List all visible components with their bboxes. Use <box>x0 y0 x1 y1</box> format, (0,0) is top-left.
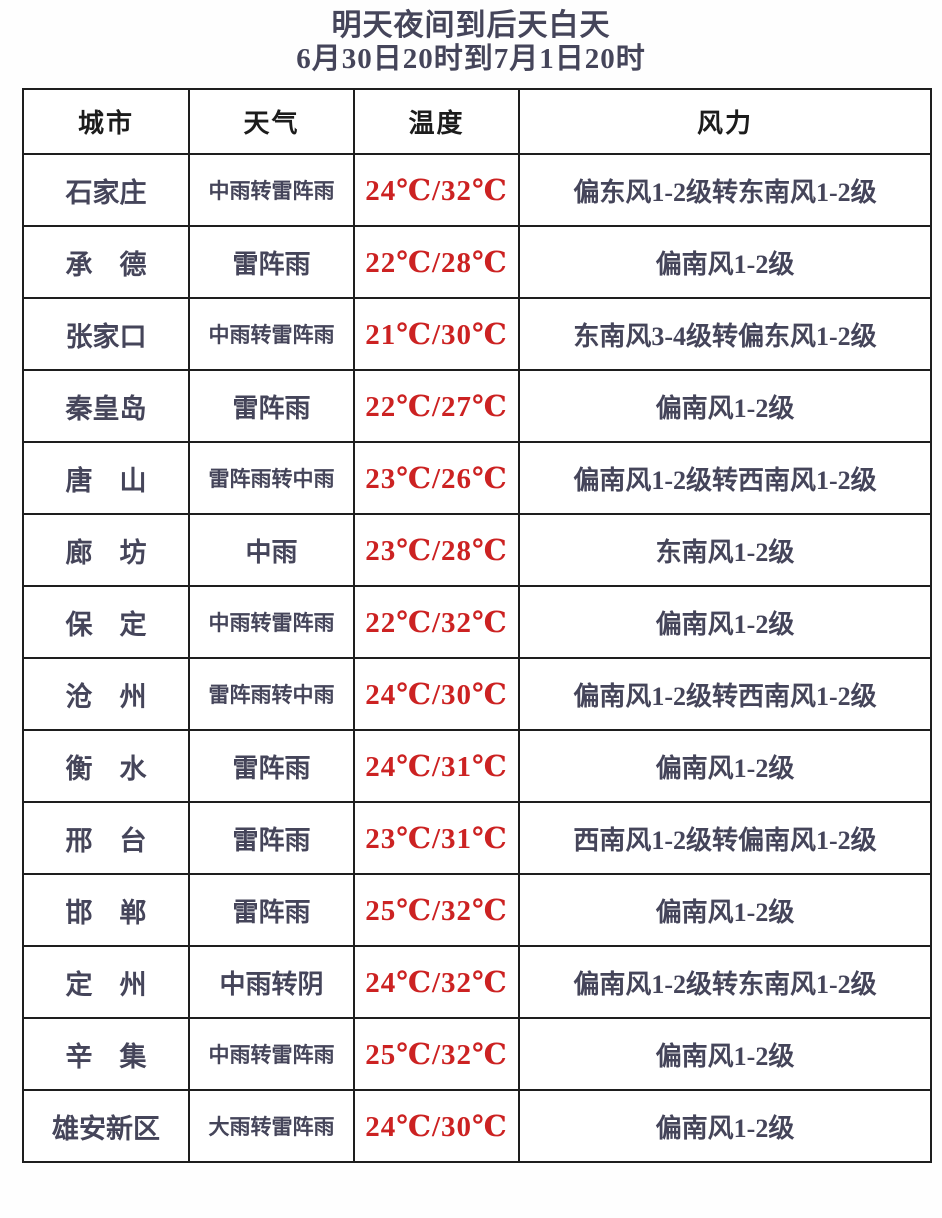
wind-cell: 偏南风1-2级转西南风1-2级 <box>518 657 932 731</box>
weather-cell: 雷阵雨 <box>188 873 355 947</box>
wind-cell: 偏南风1-2级 <box>518 1089 932 1163</box>
table-body: 石家庄 中雨转雷阵雨 24℃/32℃ 偏东风1-2级转东南风1-2级 承 德 雷… <box>22 153 932 1163</box>
header-wind: 风力 <box>518 88 932 155</box>
weather-cell: 中雨转阴 <box>188 945 355 1019</box>
table-row: 秦皇岛 雷阵雨 22℃/27℃ 偏南风1-2级 <box>22 369 932 443</box>
temperature-cell: 23℃/31℃ <box>353 801 520 875</box>
temperature-cell: 22℃/28℃ <box>353 225 520 299</box>
weather-cell: 雷阵雨转中雨 <box>188 441 355 515</box>
city-cell: 石家庄 <box>22 153 190 227</box>
city-cell: 廊 坊 <box>22 513 190 587</box>
table-row: 唐 山 雷阵雨转中雨 23℃/26℃ 偏南风1-2级转西南风1-2级 <box>22 441 932 515</box>
city-cell: 邢 台 <box>22 801 190 875</box>
header-weather: 天气 <box>188 88 355 155</box>
city-cell: 衡 水 <box>22 729 190 803</box>
header-city: 城市 <box>22 88 190 155</box>
weather-cell: 中雨 <box>188 513 355 587</box>
header-temp: 温度 <box>353 88 520 155</box>
weather-cell: 雷阵雨 <box>188 369 355 443</box>
temperature-cell: 22℃/32℃ <box>353 585 520 659</box>
city-cell: 保 定 <box>22 585 190 659</box>
wind-cell: 偏南风1-2级 <box>518 1017 932 1091</box>
temperature-cell: 24℃/30℃ <box>353 657 520 731</box>
temperature-cell: 24℃/32℃ <box>353 153 520 227</box>
wind-cell: 偏南风1-2级转西南风1-2级 <box>518 441 932 515</box>
table-row: 邢 台 雷阵雨 23℃/31℃ 西南风1-2级转偏南风1-2级 <box>22 801 932 875</box>
weather-cell: 中雨转雷阵雨 <box>188 153 355 227</box>
wind-cell: 东南风1-2级 <box>518 513 932 587</box>
weather-cell: 雷阵雨 <box>188 225 355 299</box>
wind-cell: 偏南风1-2级转东南风1-2级 <box>518 945 932 1019</box>
city-cell: 唐 山 <box>22 441 190 515</box>
temperature-cell: 21℃/30℃ <box>353 297 520 371</box>
weather-cell: 雷阵雨转中雨 <box>188 657 355 731</box>
weather-cell: 雷阵雨 <box>188 801 355 875</box>
temperature-cell: 24℃/30℃ <box>353 1089 520 1163</box>
wind-cell: 偏南风1-2级 <box>518 873 932 947</box>
table-row: 雄安新区 大雨转雷阵雨 24℃/30℃ 偏南风1-2级 <box>22 1089 932 1163</box>
wind-cell: 偏南风1-2级 <box>518 225 932 299</box>
city-cell: 邯 郸 <box>22 873 190 947</box>
city-cell: 张家口 <box>22 297 190 371</box>
table-row: 沧 州 雷阵雨转中雨 24℃/30℃ 偏南风1-2级转西南风1-2级 <box>22 657 932 731</box>
city-cell: 辛 集 <box>22 1017 190 1091</box>
wind-cell: 西南风1-2级转偏南风1-2级 <box>518 801 932 875</box>
city-cell: 沧 州 <box>22 657 190 731</box>
temperature-cell: 22℃/27℃ <box>353 369 520 443</box>
table-header: 城市 天气 温度 风力 <box>22 88 932 155</box>
wind-cell: 偏南风1-2级 <box>518 369 932 443</box>
wind-cell: 偏南风1-2级 <box>518 585 932 659</box>
weather-forecast-table: 城市 天气 温度 风力 石家庄 中雨转雷阵雨 24℃/32℃ 偏东风1-2级转东… <box>22 88 932 1163</box>
table-row: 保 定 中雨转雷阵雨 22℃/32℃ 偏南风1-2级 <box>22 585 932 659</box>
weather-cell: 雷阵雨 <box>188 729 355 803</box>
city-cell: 秦皇岛 <box>22 369 190 443</box>
city-cell: 雄安新区 <box>22 1089 190 1163</box>
wind-cell: 偏东风1-2级转东南风1-2级 <box>518 153 932 227</box>
city-cell: 定 州 <box>22 945 190 1019</box>
weather-cell: 中雨转雷阵雨 <box>188 585 355 659</box>
table-row: 石家庄 中雨转雷阵雨 24℃/32℃ 偏东风1-2级转东南风1-2级 <box>22 153 932 227</box>
table-row: 邯 郸 雷阵雨 25℃/32℃ 偏南风1-2级 <box>22 873 932 947</box>
temperature-cell: 23℃/26℃ <box>353 441 520 515</box>
wind-cell: 东南风3-4级转偏东风1-2级 <box>518 297 932 371</box>
weather-cell: 中雨转雷阵雨 <box>188 297 355 371</box>
temperature-cell: 23℃/28℃ <box>353 513 520 587</box>
wind-cell: 偏南风1-2级 <box>518 729 932 803</box>
table-row: 辛 集 中雨转雷阵雨 25℃/32℃ 偏南风1-2级 <box>22 1017 932 1091</box>
table-row: 廊 坊 中雨 23℃/28℃ 东南风1-2级 <box>22 513 932 587</box>
forecast-title-period: 明天夜间到后天白天 <box>331 9 611 42</box>
table-row: 张家口 中雨转雷阵雨 21℃/30℃ 东南风3-4级转偏东风1-2级 <box>22 297 932 371</box>
header-row: 城市 天气 温度 风力 <box>22 88 932 155</box>
forecast-title: 明天夜间到后天白天 6月30日20时到7月1日20时 <box>0 8 942 76</box>
temperature-cell: 25℃/32℃ <box>353 1017 520 1091</box>
city-cell: 承 德 <box>22 225 190 299</box>
temperature-cell: 25℃/32℃ <box>353 873 520 947</box>
forecast-title-datetime: 6月30日20时到7月1日20时 <box>296 43 646 75</box>
table-row: 定 州 中雨转阴 24℃/32℃ 偏南风1-2级转东南风1-2级 <box>22 945 932 1019</box>
table-row: 衡 水 雷阵雨 24℃/31℃ 偏南风1-2级 <box>22 729 932 803</box>
temperature-cell: 24℃/31℃ <box>353 729 520 803</box>
weather-cell: 大雨转雷阵雨 <box>188 1089 355 1163</box>
weather-cell: 中雨转雷阵雨 <box>188 1017 355 1091</box>
table-row: 承 德 雷阵雨 22℃/28℃ 偏南风1-2级 <box>22 225 932 299</box>
temperature-cell: 24℃/32℃ <box>353 945 520 1019</box>
